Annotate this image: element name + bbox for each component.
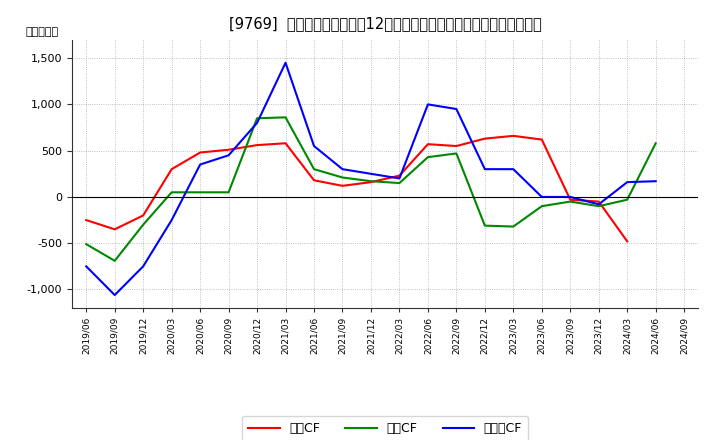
フリーCF — [110, 293, 119, 298]
投賄CF — [253, 116, 261, 121]
フリーCF — [167, 217, 176, 223]
営業CF — [366, 180, 375, 185]
フリーCF — [225, 153, 233, 158]
営業CF — [253, 143, 261, 148]
フリーCF — [282, 60, 290, 66]
営業CF — [225, 147, 233, 152]
営業CF — [509, 133, 518, 139]
フリーCF — [623, 180, 631, 185]
Text: （百万円）: （百万円） — [25, 27, 58, 37]
Line: 営業CF: 営業CF — [86, 136, 627, 242]
投賄CF — [225, 190, 233, 195]
投賄CF — [310, 166, 318, 172]
営業CF — [395, 173, 404, 178]
Line: フリーCF: フリーCF — [86, 63, 656, 295]
フリーCF — [338, 166, 347, 172]
営業CF — [452, 143, 461, 149]
投賄CF — [167, 190, 176, 195]
営業CF — [110, 227, 119, 232]
投賄CF — [452, 151, 461, 156]
フリーCF — [196, 162, 204, 167]
投賄CF — [338, 175, 347, 180]
投賄CF — [509, 224, 518, 229]
投賄CF — [82, 242, 91, 247]
投賄CF — [110, 258, 119, 264]
営業CF — [423, 142, 432, 147]
営業CF — [623, 239, 631, 244]
フリーCF — [253, 120, 261, 125]
営業CF — [167, 166, 176, 172]
投賄CF — [196, 190, 204, 195]
フリーCF — [537, 194, 546, 200]
営業CF — [196, 150, 204, 155]
フリーCF — [366, 171, 375, 176]
フリーCF — [452, 106, 461, 112]
投賄CF — [652, 141, 660, 146]
投賄CF — [480, 223, 489, 228]
Title: [9769]  キャッシュフローの12か月移動合計の対前年同期増減額の推移: [9769] キャッシュフローの12か月移動合計の対前年同期増減額の推移 — [229, 16, 541, 32]
Line: 投賄CF: 投賄CF — [86, 117, 656, 261]
営業CF — [480, 136, 489, 141]
フリーCF — [566, 194, 575, 200]
フリーCF — [509, 166, 518, 172]
フリーCF — [652, 179, 660, 184]
営業CF — [537, 137, 546, 142]
営業CF — [595, 199, 603, 204]
フリーCF — [139, 264, 148, 269]
営業CF — [338, 183, 347, 188]
営業CF — [282, 141, 290, 146]
投賄CF — [395, 180, 404, 186]
フリーCF — [480, 166, 489, 172]
フリーCF — [310, 143, 318, 149]
投賄CF — [566, 199, 575, 204]
投賄CF — [282, 115, 290, 120]
フリーCF — [82, 264, 91, 269]
投賄CF — [366, 179, 375, 184]
投賄CF — [623, 197, 631, 202]
営業CF — [82, 217, 91, 223]
フリーCF — [395, 176, 404, 181]
投賄CF — [537, 204, 546, 209]
営業CF — [566, 197, 575, 202]
投賄CF — [139, 222, 148, 227]
営業CF — [310, 178, 318, 183]
Legend: 営業CF, 投賄CF, フリーCF: 営業CF, 投賄CF, フリーCF — [242, 416, 528, 440]
投賄CF — [595, 204, 603, 209]
フリーCF — [595, 202, 603, 207]
投賄CF — [423, 154, 432, 160]
営業CF — [139, 213, 148, 218]
フリーCF — [423, 102, 432, 107]
